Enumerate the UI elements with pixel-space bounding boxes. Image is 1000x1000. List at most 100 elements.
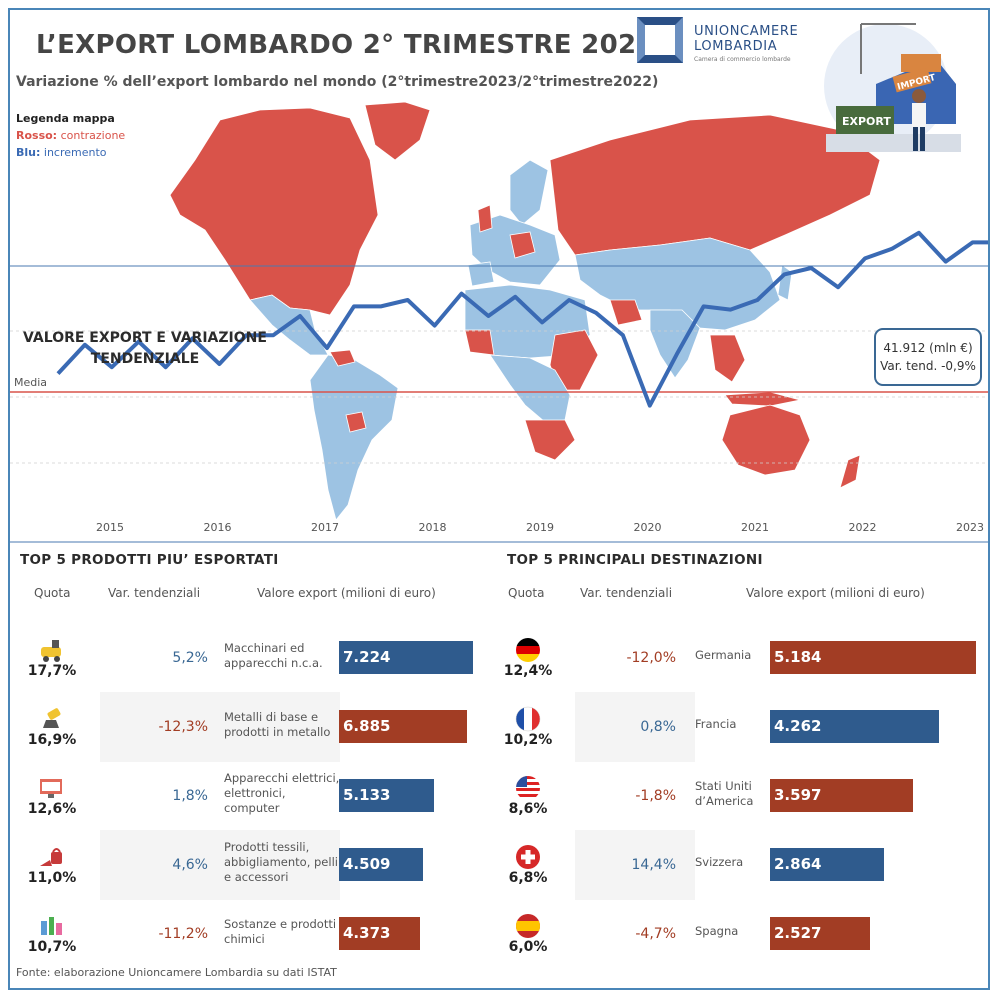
map-iberia bbox=[467, 261, 495, 287]
variation-value: -11,2% bbox=[158, 926, 208, 942]
products-col-var: Var. tendenziali bbox=[108, 586, 201, 600]
page-subtitle: Variazione % dell’export lombardo nel mo… bbox=[16, 74, 659, 90]
x-tick-label: 2017 bbox=[311, 521, 339, 534]
legend-red-text: contrazione bbox=[57, 129, 126, 142]
latest-value-tooltip: 41.912 (mln €) Var. tend. -0,9% bbox=[874, 328, 982, 386]
infographic-frame: Media 2015 2016 2017 2018 2019 2020 2021 2022 20… bbox=[8, 8, 990, 990]
map-iran bbox=[609, 299, 643, 326]
row-shade bbox=[575, 830, 695, 900]
name-line: chimici bbox=[224, 932, 265, 946]
name-line: computer bbox=[224, 801, 280, 815]
item-name: Svizzera bbox=[695, 855, 775, 870]
item-name: Macchinari ed apparecchi n.c.a. bbox=[224, 641, 346, 671]
legend-blue-text: incremento bbox=[40, 146, 107, 159]
quota-value: 12,6% bbox=[27, 801, 77, 817]
map-greenland bbox=[364, 101, 431, 161]
map-west-africa bbox=[464, 329, 495, 356]
item-name: Stati Uniti d’America bbox=[695, 779, 775, 809]
value-bar: 4.509 bbox=[339, 848, 423, 881]
value-bar: 4.373 bbox=[339, 917, 420, 950]
x-tick-label: 2022 bbox=[849, 521, 877, 534]
variation-value: -12,0% bbox=[626, 650, 676, 666]
map-paraguay bbox=[345, 411, 367, 433]
usa-flag-icon bbox=[513, 773, 543, 807]
name-line: Svizzera bbox=[695, 855, 744, 869]
name-line: prodotti in metallo bbox=[224, 725, 331, 739]
quota-value: 12,4% bbox=[503, 663, 553, 679]
row-shade bbox=[575, 692, 695, 762]
bar-value-label: 5.184 bbox=[774, 648, 822, 666]
page-title: L’EXPORT LOMBARDO 2° TRIMESTRE 2023 bbox=[36, 30, 655, 60]
destinations-title: TOP 5 PRINCIPALI DESTINAZIONI bbox=[507, 552, 763, 568]
destinations-col-quota: Quota bbox=[508, 586, 545, 600]
machinery-icon bbox=[36, 635, 66, 669]
x-tick-label: 2018 bbox=[419, 521, 447, 534]
variation-value: 5,2% bbox=[172, 650, 208, 666]
row-shade bbox=[100, 692, 340, 762]
logo-text: UNIONCAMERE LOMBARDIA bbox=[694, 24, 798, 54]
france-flag-icon bbox=[513, 704, 543, 738]
x-tick-label: 2015 bbox=[96, 521, 124, 534]
row-shade bbox=[100, 830, 340, 900]
tooltip-variation: Var. tend. -0,9% bbox=[880, 359, 976, 373]
variation-value: 14,4% bbox=[631, 857, 676, 873]
variation-value: -1,8% bbox=[635, 788, 676, 804]
name-line: d’America bbox=[695, 794, 754, 808]
x-tick-label: 2020 bbox=[634, 521, 662, 534]
map-india bbox=[649, 309, 701, 379]
products-col-value: Valore export (milioni di euro) bbox=[257, 586, 436, 600]
legend-red-key: Rosso: bbox=[16, 129, 58, 142]
computer-monitor-icon bbox=[36, 773, 66, 807]
bar-value-label: 2.864 bbox=[774, 855, 822, 873]
value-bar: 4.262 bbox=[770, 710, 939, 743]
x-axis-ticks: 2015 2016 2017 2018 2019 2020 2021 2022 2023 bbox=[96, 521, 984, 534]
map-indonesia bbox=[724, 391, 801, 407]
map-australia bbox=[721, 404, 811, 476]
logo-line1: UNIONCAMERE bbox=[694, 24, 799, 39]
chemicals-icon bbox=[36, 911, 66, 945]
x-tick-label: 2023 bbox=[956, 521, 984, 534]
item-name: Germania bbox=[695, 648, 775, 663]
mean-label: Media bbox=[14, 376, 47, 389]
x-tick-label: 2019 bbox=[526, 521, 554, 534]
name-line: Francia bbox=[695, 717, 737, 731]
destinations-col-value: Valore export (milioni di euro) bbox=[746, 586, 925, 600]
value-bar: 2.864 bbox=[770, 848, 884, 881]
item-name: Prodotti tessili, abbigliamento, pelli e a… bbox=[224, 840, 346, 885]
bar-value-label: 6.885 bbox=[343, 717, 391, 735]
line-chart-title: VALORE EXPORT E VARIAZIONE TENDENZIALE bbox=[23, 330, 267, 367]
map-venezuela bbox=[329, 349, 356, 367]
value-bar: 3.597 bbox=[770, 779, 913, 812]
map-countries bbox=[169, 101, 881, 521]
export-label: EXPORT bbox=[842, 115, 891, 128]
map-north-america bbox=[169, 107, 379, 316]
legend-title: Legenda mappa bbox=[16, 112, 115, 125]
world-map: Media 2015 2016 2017 2018 2019 2020 2021 2022 20… bbox=[10, 101, 988, 543]
products-title: TOP 5 PRODOTTI PIU’ ESPORTATI bbox=[20, 552, 279, 568]
value-bar: 2.527 bbox=[770, 917, 870, 950]
map-japan bbox=[777, 264, 793, 301]
name-line: Apparecchi elettrici, bbox=[224, 771, 340, 785]
import-export-illustration: IMPORT EXPORT bbox=[824, 23, 961, 152]
bar-value-label: 5.133 bbox=[343, 786, 391, 804]
name-line: Spagna bbox=[695, 924, 739, 938]
name-line: Germania bbox=[695, 648, 752, 662]
bar-value-label: 4.373 bbox=[343, 924, 391, 942]
value-bar: 6.885 bbox=[339, 710, 467, 743]
bar-value-label: 3.597 bbox=[774, 786, 822, 804]
quota-value: 11,0% bbox=[27, 870, 77, 886]
variation-value: -4,7% bbox=[635, 926, 676, 942]
fashion-shoe-bag-icon bbox=[36, 842, 66, 876]
value-bar: 5.184 bbox=[770, 641, 976, 674]
item-name: Metalli di base e prodotti in metallo bbox=[224, 710, 346, 740]
unioncamere-logo-icon bbox=[637, 17, 683, 63]
quota-value: 10,7% bbox=[27, 939, 77, 955]
bar-value-label: 4.509 bbox=[343, 855, 391, 873]
metal-casting-icon bbox=[36, 704, 66, 738]
x-tick-label: 2021 bbox=[741, 521, 769, 534]
value-bar: 5.133 bbox=[339, 779, 434, 812]
source-note: Fonte: elaborazione Unioncamere Lombardi… bbox=[16, 966, 337, 979]
item-name: Francia bbox=[695, 717, 775, 732]
map-new-zealand bbox=[839, 454, 861, 489]
tooltip-value: 41.912 (mln €) bbox=[883, 341, 973, 355]
